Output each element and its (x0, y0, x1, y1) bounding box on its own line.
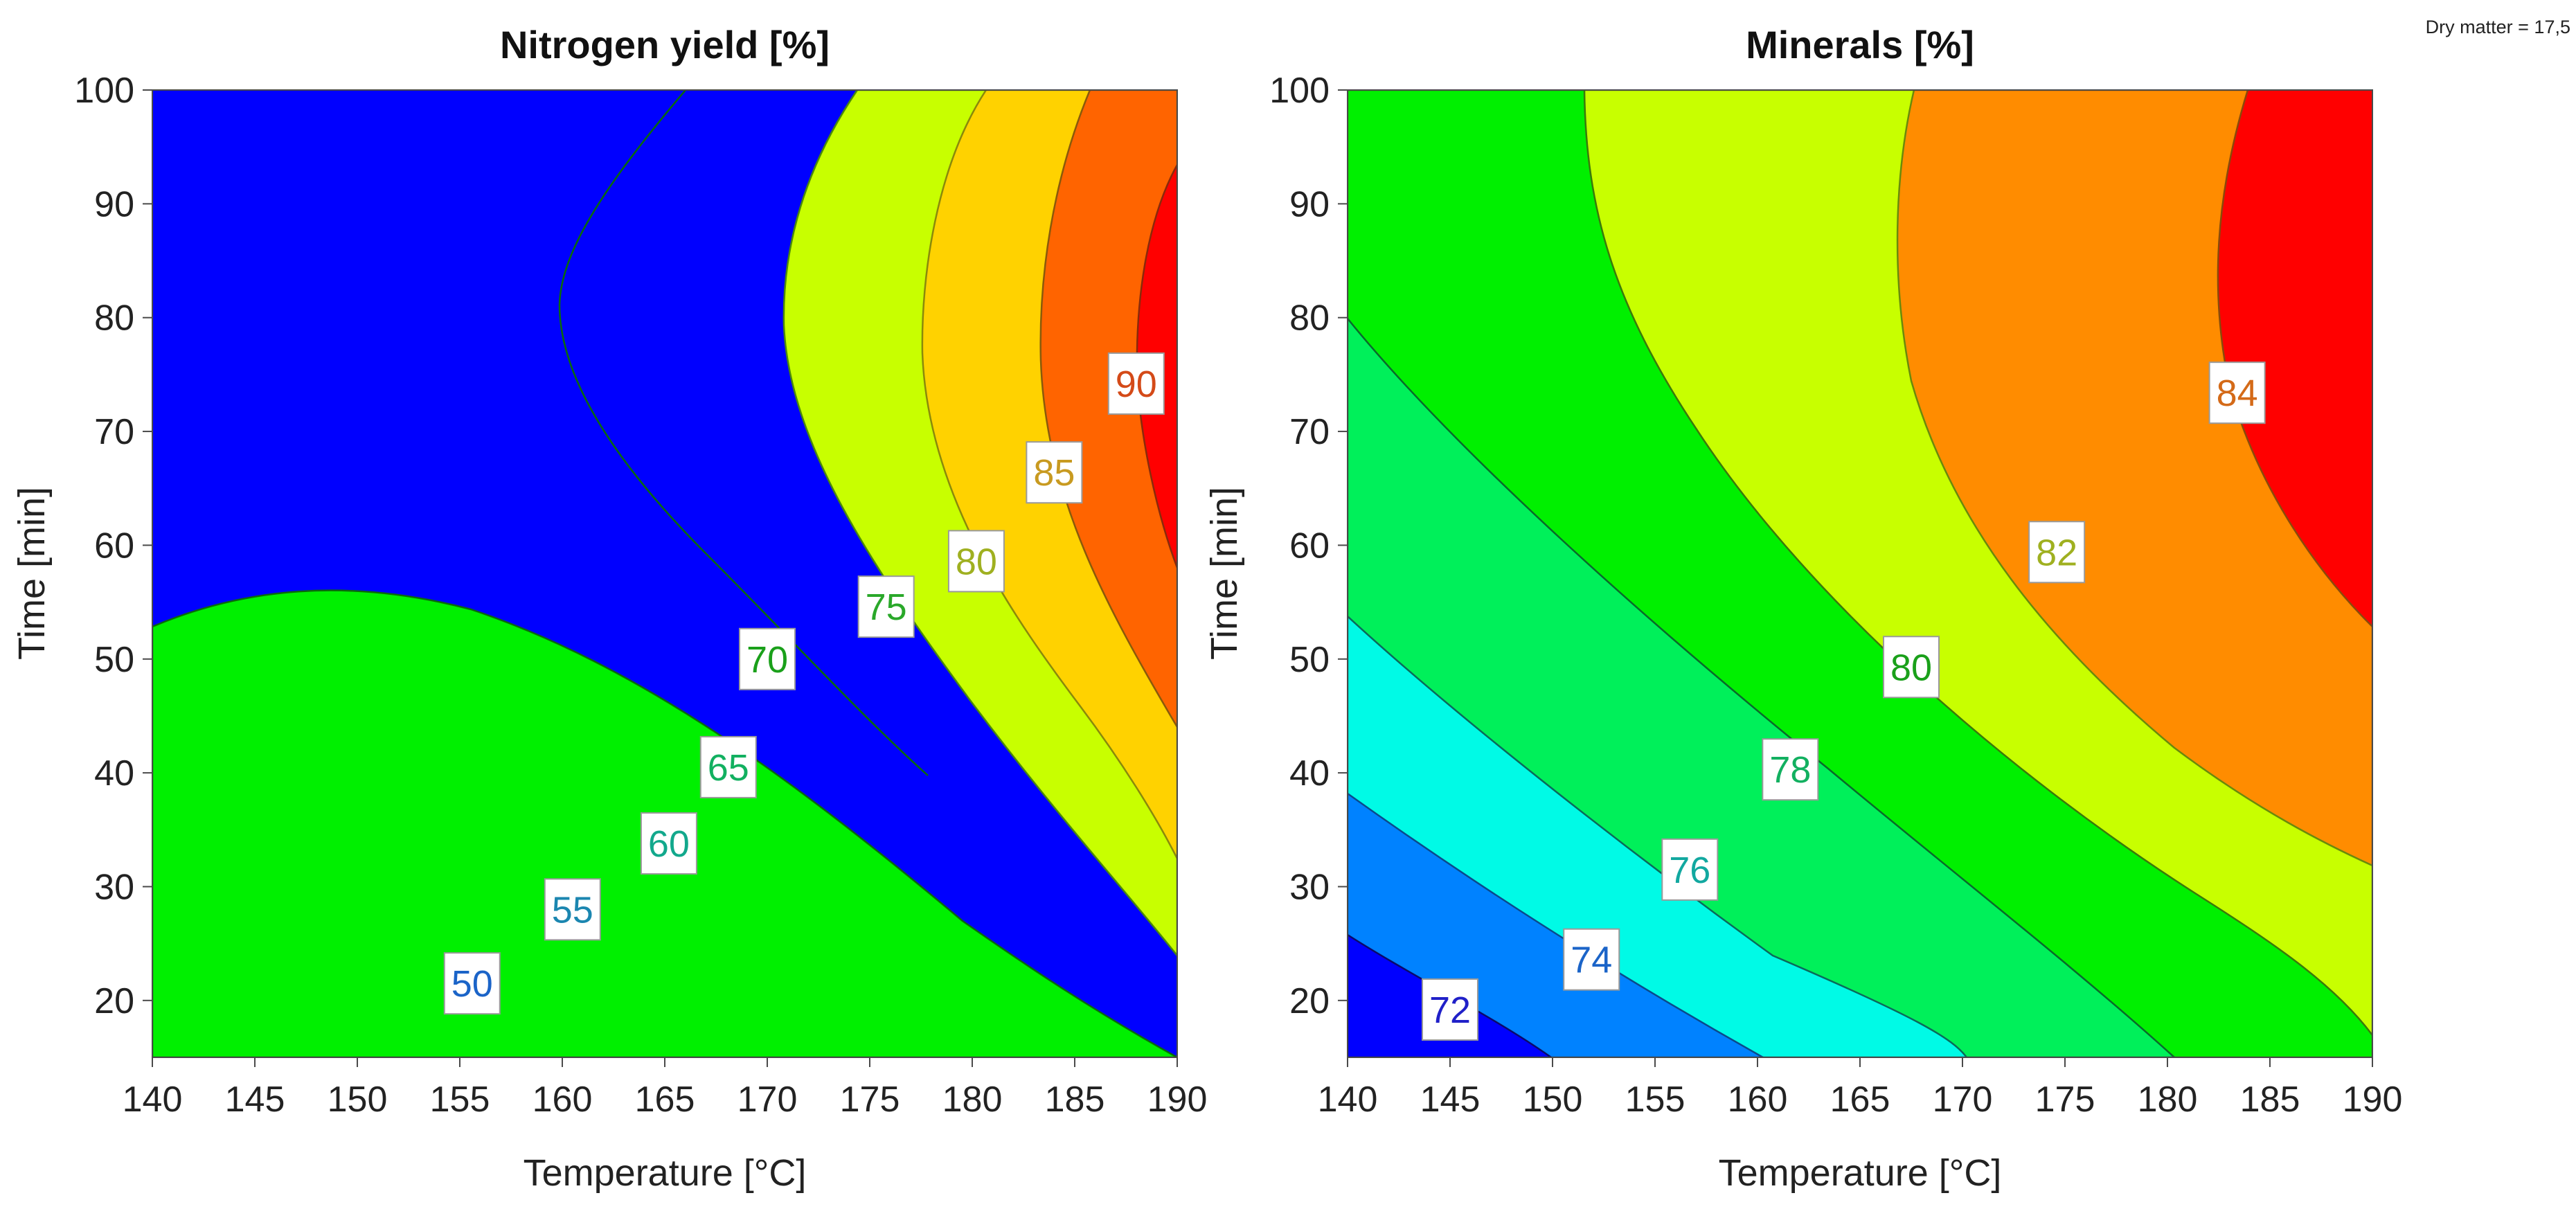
x-tick-label: 170 (1933, 1080, 1993, 1120)
dry-matter-annotation: Dry matter = 17,5 (2426, 17, 2570, 37)
x-tick-label: 145 (225, 1080, 285, 1120)
y-tick-label: 30 (94, 867, 134, 907)
y-tick-label: 30 (1289, 867, 1330, 907)
y-tick-label: 40 (1289, 753, 1330, 794)
x-tick-label: 160 (533, 1080, 593, 1120)
x-tick-label: 190 (1147, 1080, 1208, 1120)
y-axis: 20 30 40 50 60 70 80 90 100 (74, 71, 152, 1021)
minerals-chart: Minerals [%] 72 74 76 78 80 82 84 140 145 150 155… (1204, 23, 2402, 1194)
contour-level-label: 60 (648, 823, 690, 865)
contour-label-box (1107, 352, 1165, 415)
y-tick-label: 90 (94, 184, 134, 224)
x-axis: 140 145 150 155 160 165 170 175 180 185 190 (1318, 1057, 2403, 1120)
x-tick-label: 140 (1318, 1080, 1378, 1120)
y-tick-label: 80 (1289, 298, 1330, 339)
x-tick-label: 180 (942, 1080, 1003, 1120)
x-tick-label: 190 (2343, 1080, 2403, 1120)
contour-label-box (2208, 361, 2266, 424)
contour-level-label: 72 (1429, 989, 1471, 1031)
y-tick-label: 50 (1289, 640, 1330, 680)
contour-level-label: 75 (866, 586, 907, 628)
contour-label-box (1026, 441, 1083, 504)
y-tick-label: 40 (94, 753, 134, 794)
y-tick-label: 100 (74, 71, 134, 111)
contour-level-label: 70 (746, 639, 788, 681)
contour-label-box (443, 952, 501, 1015)
x-tick-label: 185 (1045, 1080, 1105, 1120)
y-axis: 20 30 40 50 60 70 80 90 100 (1269, 71, 1348, 1021)
x-tick-label: 165 (1830, 1080, 1890, 1120)
y-tick-label: 90 (1289, 184, 1330, 224)
contour-label-box (1762, 738, 1819, 801)
x-tick-label: 170 (737, 1080, 798, 1120)
contour-level-label: 74 (1571, 940, 1612, 981)
contour-label-box (2028, 521, 2086, 584)
contour-level-label: 80 (1890, 647, 1932, 688)
contour-level-label: 82 (2036, 532, 2077, 573)
contour-label-box (1563, 928, 1620, 991)
y-axis-label: Time [min] (1204, 487, 1245, 660)
contour-labels: 72 74 76 78 80 82 84 (1422, 361, 2266, 1041)
y-tick-label: 70 (1289, 412, 1330, 452)
contour-level-label: 50 (451, 963, 493, 1005)
contour-label-box (857, 575, 915, 638)
y-tick-label: 20 (1289, 981, 1330, 1021)
contour-labels: 50 55 60 65 70 75 80 85 90 (443, 352, 1165, 1015)
contour-level-label: 55 (552, 889, 593, 931)
x-axis-label: Temperature [°C] (1719, 1152, 2002, 1194)
nitrogen-yield-chart: Nitrogen yield [%] 50 55 60 65 70 75 80 85 90 14… (11, 23, 1207, 1194)
contour-level-label: 90 (1116, 364, 1157, 405)
contour-level-label: 84 (2217, 373, 2258, 414)
contour-level-label: 80 (956, 541, 997, 582)
contour-label-box (1422, 978, 1478, 1041)
contour-bands (152, 90, 1177, 1057)
x-tick-label: 145 (1420, 1080, 1481, 1120)
contour-label-box (640, 812, 697, 875)
contour-label-box (699, 735, 757, 798)
x-axis: 140 145 150 155 160 165 170 175 180 185 190 (123, 1057, 1208, 1120)
contour-level-label: 78 (1769, 749, 1811, 791)
contour-label-box (1661, 838, 1719, 901)
x-tick-label: 185 (2240, 1080, 2300, 1120)
x-tick-label: 175 (840, 1080, 900, 1120)
x-tick-label: 160 (1728, 1080, 1788, 1120)
y-tick-label: 20 (94, 981, 134, 1021)
y-tick-label: 60 (94, 526, 134, 566)
x-tick-label: 180 (2138, 1080, 2198, 1120)
chart-title: Minerals [%] (1746, 23, 1974, 66)
contour-bands (1348, 90, 2372, 1057)
y-tick-label: 60 (1289, 526, 1330, 566)
ridge-line-70 (558, 90, 929, 776)
x-tick-label: 155 (1625, 1080, 1685, 1120)
y-axis-label: Time [min] (11, 487, 53, 660)
y-tick-label: 50 (94, 640, 134, 680)
contour-label-box (739, 627, 796, 690)
y-tick-label: 100 (1269, 71, 1330, 111)
x-tick-label: 175 (2035, 1080, 2095, 1120)
contour-label-box (544, 878, 601, 941)
x-tick-label: 150 (328, 1080, 388, 1120)
contour-level-label: 76 (1669, 850, 1710, 891)
y-tick-label: 70 (94, 412, 134, 452)
y-tick-label: 80 (94, 298, 134, 339)
contour-level-label: 85 (1033, 452, 1075, 494)
x-tick-label: 140 (123, 1080, 183, 1120)
x-tick-label: 150 (1523, 1080, 1583, 1120)
contour-label-box (947, 530, 1005, 593)
chart-title: Nitrogen yield [%] (500, 23, 830, 66)
contour-label-box (1883, 636, 1940, 699)
x-tick-label: 155 (430, 1080, 490, 1120)
contour-level-label: 65 (708, 747, 749, 789)
x-tick-label: 165 (635, 1080, 695, 1120)
x-axis-label: Temperature [°C] (524, 1152, 807, 1194)
